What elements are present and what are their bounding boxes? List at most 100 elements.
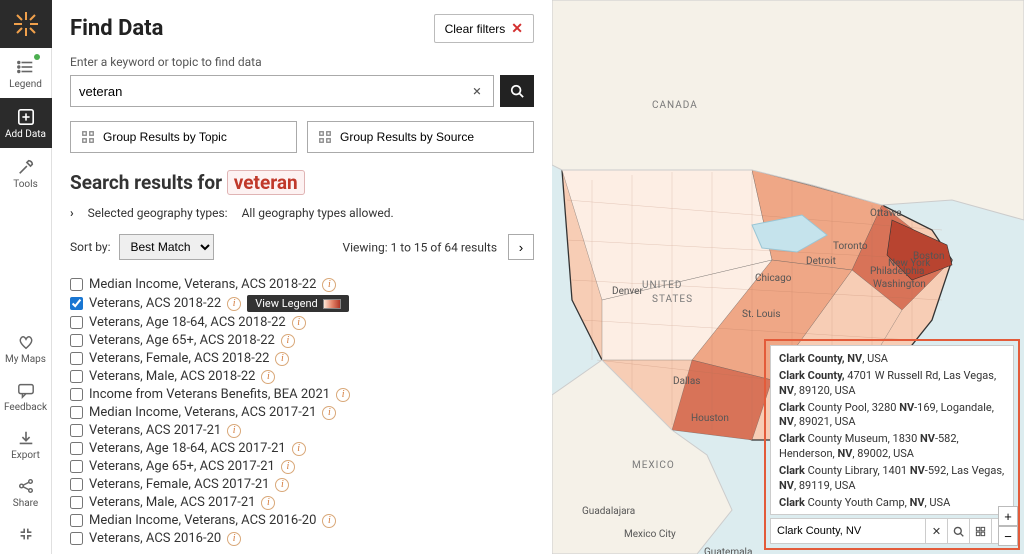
- group-by-topic-button[interactable]: Group Results by Topic: [70, 121, 297, 153]
- results-prefix: Search results for: [70, 171, 222, 194]
- result-label: Median Income, Veterans, ACS 2016-20: [89, 513, 316, 528]
- search-input-wrap: ×: [70, 75, 494, 107]
- result-checkbox[interactable]: [70, 478, 83, 491]
- popup-item[interactable]: Clark County Library, 1401 NV-592, Las V…: [779, 464, 1005, 494]
- search-hint: Enter a keyword or topic to find data: [70, 55, 534, 69]
- result-checkbox[interactable]: [70, 316, 83, 329]
- result-label: Veterans, Male, ACS 2017-21: [89, 495, 255, 510]
- nav-label: Add Data: [2, 129, 50, 140]
- nav-label: Share: [2, 498, 50, 509]
- info-icon[interactable]: i: [281, 334, 295, 348]
- result-item: Median Income, Veterans, ACS 2017-21 i: [70, 404, 534, 422]
- result-label: Veterans, ACS 2017-21: [89, 423, 221, 438]
- map-country-label: MEXICO: [632, 460, 675, 471]
- result-checkbox[interactable]: [70, 514, 83, 527]
- result-checkbox[interactable]: [70, 496, 83, 509]
- result-item: Median Income, Veterans, ACS 2018-22i: [70, 276, 534, 294]
- result-label: Median Income, Veterans, ACS 2017-21: [89, 405, 316, 420]
- info-icon[interactable]: i: [322, 406, 336, 420]
- pager: Viewing: 1 to 15 of 64 results ›: [342, 234, 534, 260]
- result-checkbox[interactable]: [70, 406, 83, 419]
- sort-label: Sort by:: [70, 240, 111, 254]
- search-button[interactable]: [500, 75, 534, 107]
- popup-suggestions: Clark County, NV, USA Clark County, 4701 …: [770, 345, 1014, 515]
- info-icon[interactable]: i: [261, 496, 275, 510]
- result-checkbox[interactable]: [70, 388, 83, 401]
- nav-export[interactable]: Export: [0, 421, 52, 469]
- info-icon[interactable]: i: [227, 297, 241, 311]
- results-heading: Search results for veteran: [70, 171, 534, 194]
- map-city-label: Mexico City: [624, 529, 676, 540]
- nav-feedback[interactable]: Feedback: [0, 373, 52, 421]
- search-icon[interactable]: [947, 519, 969, 543]
- result-checkbox[interactable]: [70, 424, 83, 437]
- info-icon[interactable]: i: [227, 532, 241, 546]
- info-icon[interactable]: i: [292, 316, 306, 330]
- result-checkbox[interactable]: [70, 352, 83, 365]
- view-legend-badge[interactable]: View Legend: [247, 295, 349, 312]
- clear-search-icon[interactable]: ×: [469, 82, 485, 100]
- nav-my-maps[interactable]: My Maps: [0, 325, 52, 373]
- result-checkbox[interactable]: [70, 334, 83, 347]
- popup-item[interactable]: Clark County Museum, 1830 NV-582, Hender…: [779, 432, 1005, 462]
- map-city-label: Guatemala: [704, 547, 752, 554]
- result-checkbox[interactable]: [70, 370, 83, 383]
- map-area[interactable]: CANADAUNITEDSTATESMEXICO OttawaTorontoDe…: [552, 0, 1024, 554]
- result-checkbox[interactable]: [70, 532, 83, 545]
- info-icon[interactable]: i: [261, 370, 275, 384]
- nav-add-data[interactable]: Add Data: [0, 98, 52, 148]
- geo-all: All geography types allowed.: [242, 206, 394, 220]
- map-city-label: Chicago: [755, 273, 791, 284]
- result-label: Veterans, ACS 2016-20: [89, 531, 221, 546]
- zoom-in-button[interactable]: +: [998, 506, 1018, 526]
- group-by-source-label: Group Results by Source: [340, 130, 474, 144]
- popup-item[interactable]: Clark County Youth Camp, NV, USA: [779, 496, 1005, 511]
- nav-tools[interactable]: Tools: [0, 148, 52, 198]
- nav-label: Export: [2, 450, 50, 461]
- result-checkbox[interactable]: [70, 442, 83, 455]
- find-data-panel: Find Data Clear filters ✕ Enter a keywor…: [52, 0, 552, 554]
- result-label: Veterans, Female, ACS 2017-21: [89, 477, 269, 492]
- nav-collapse[interactable]: [0, 517, 52, 554]
- info-icon[interactable]: i: [281, 460, 295, 474]
- geo-filter-row[interactable]: › Selected geography types: All geograph…: [70, 206, 534, 220]
- sidebar-nav: Legend Add Data Tools My Maps Feedback Expor…: [0, 0, 52, 554]
- result-label: Veterans, Age 65+, ACS 2017-21: [89, 459, 275, 474]
- app-logo[interactable]: [0, 0, 52, 48]
- nav-label: Tools: [2, 179, 50, 190]
- location-search-input[interactable]: [771, 525, 925, 537]
- result-checkbox[interactable]: [70, 460, 83, 473]
- map-city-label: Ottawa: [870, 208, 902, 219]
- info-icon[interactable]: i: [322, 278, 336, 292]
- sort-row: Sort by: Best Match Viewing: 1 to 15 of …: [70, 234, 534, 260]
- grid-icon[interactable]: [969, 519, 991, 543]
- info-icon[interactable]: i: [275, 352, 289, 366]
- next-page-button[interactable]: ›: [508, 234, 534, 260]
- clear-filters-button[interactable]: Clear filters ✕: [434, 14, 534, 43]
- nav-label: My Maps: [2, 354, 50, 365]
- result-checkbox[interactable]: [70, 278, 83, 291]
- panel-title: Find Data: [70, 16, 163, 41]
- info-icon[interactable]: i: [336, 388, 350, 402]
- clear-location-icon[interactable]: ✕: [925, 519, 947, 543]
- info-icon[interactable]: i: [227, 424, 241, 438]
- nav-share[interactable]: Share: [0, 469, 52, 517]
- popup-item[interactable]: Clark County, NV, USA: [779, 352, 1005, 367]
- sort-select[interactable]: Best Match: [119, 234, 214, 260]
- popup-item[interactable]: Clark County, 4701 W Russell Rd, Las Veg…: [779, 369, 1005, 399]
- nav-legend[interactable]: Legend: [0, 48, 52, 98]
- map-city-label: St. Louis: [742, 309, 781, 320]
- panel-header: Find Data Clear filters ✕: [70, 14, 534, 43]
- info-icon[interactable]: i: [292, 442, 306, 456]
- info-icon[interactable]: i: [322, 514, 336, 528]
- zoom-out-button[interactable]: −: [998, 526, 1018, 546]
- popup-item[interactable]: Clark County Pool, 3280 NV-169, Logandal…: [779, 401, 1005, 431]
- search-input[interactable]: [79, 84, 469, 99]
- results-term: veteran: [227, 170, 305, 195]
- map-country-label: CANADA: [652, 100, 698, 111]
- result-label: Veterans, Age 18-64, ACS 2017-21: [89, 441, 286, 456]
- result-checkbox[interactable]: [70, 297, 83, 310]
- info-icon[interactable]: i: [275, 478, 289, 492]
- close-icon: ✕: [511, 20, 523, 37]
- group-by-source-button[interactable]: Group Results by Source: [307, 121, 534, 153]
